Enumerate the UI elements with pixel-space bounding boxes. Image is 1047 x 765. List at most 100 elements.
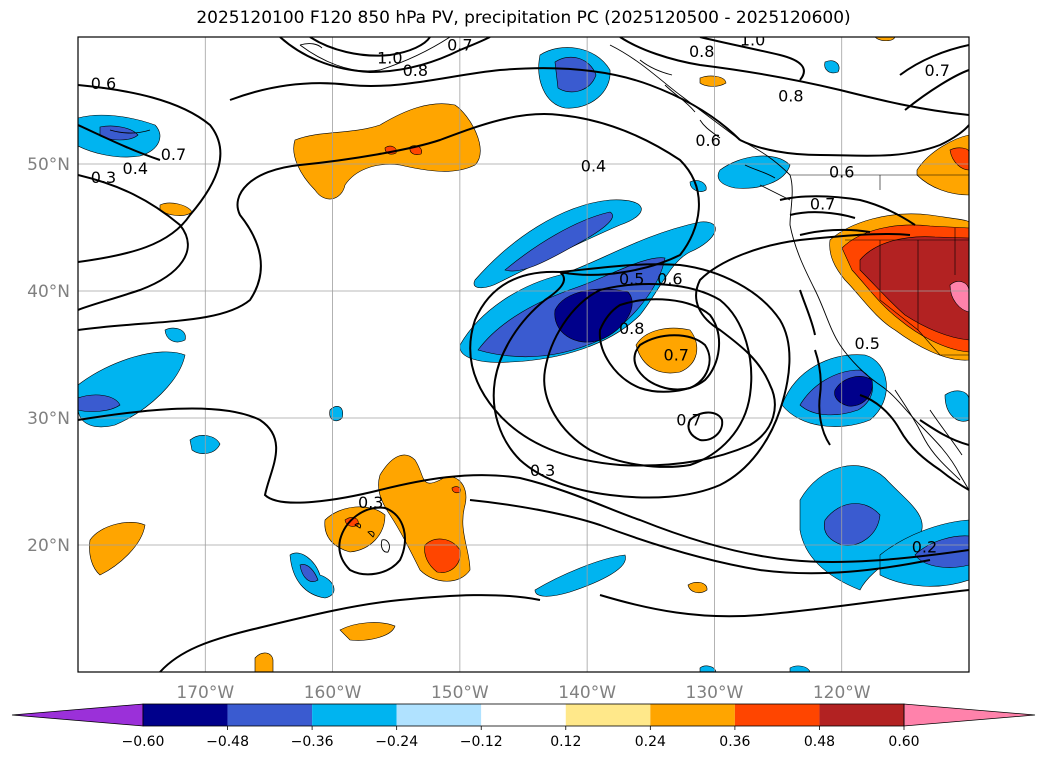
lon-tick-label: 150°W	[431, 683, 489, 703]
precip-negative-area	[534, 554, 626, 597]
precip-positive-area	[254, 652, 274, 672]
pv-contour	[789, 211, 856, 219]
pv-contour-label: 0.7	[161, 145, 186, 164]
precip-positive-area	[687, 581, 708, 594]
colorbar-segment	[819, 704, 904, 726]
pv-contour	[859, 394, 969, 491]
colorbar-tick-label: −0.48	[206, 734, 249, 750]
colorbar-tick-label: 0.36	[719, 734, 750, 750]
lon-tick-label: 120°W	[813, 683, 871, 703]
precip-positive-area	[949, 147, 969, 171]
lat-tick-label: 40°N	[27, 282, 70, 302]
pv-contour-label: 0.5	[854, 334, 879, 353]
pv-contour-label: 0.8	[619, 319, 644, 338]
colorbar-segment	[565, 704, 651, 726]
pv-contour-label: 0.3	[530, 461, 555, 480]
pv-contour-label: 0.4	[123, 159, 148, 178]
pv-contour-label: 0.3	[91, 168, 116, 187]
precip-negative-area	[824, 60, 840, 74]
precip-negative-area	[699, 665, 717, 672]
pv-contour-label: 0.4	[581, 156, 606, 175]
precip-positive-area	[699, 75, 727, 87]
pv-contour-label: 0.8	[403, 61, 428, 80]
pv-contour	[279, 37, 491, 74]
pv-contour-labels: 0.60.3 0.40.71.00.80.70.40.80.60.80.60.71…	[91, 31, 950, 556]
hawaii-islands	[354, 523, 390, 553]
precip-negative-area	[299, 564, 319, 582]
latitude-labels: 20°N 30°N 40°N 50°N	[27, 155, 70, 556]
lon-tick-label: 160°W	[304, 683, 362, 703]
colorbar-tick-label: 0.12	[550, 734, 581, 750]
pv-contour-label: 0.7	[676, 410, 701, 429]
pv-contour	[159, 499, 969, 672]
map-frame	[77, 36, 970, 673]
pv-contour	[687, 411, 724, 442]
precip-negative-area	[504, 211, 613, 272]
precipitation-fills	[78, 37, 969, 672]
colorbar-segment	[227, 704, 313, 726]
pv-contour	[619, 37, 969, 116]
pv-contour	[78, 113, 911, 467]
pv-contour	[633, 334, 711, 391]
pv-contours	[78, 37, 969, 672]
colorbar-segment	[734, 704, 820, 726]
pv-contour-label: 0.7	[810, 194, 835, 213]
colorbar-tick-label: 0.24	[635, 734, 666, 750]
lat-tick-label: 30°N	[27, 409, 70, 429]
colorbar-tick-label: −0.12	[460, 734, 503, 750]
pv-contour-label: 0.6	[829, 163, 854, 182]
pv-contour	[78, 407, 969, 563]
precip-positive-area	[859, 236, 969, 341]
colorbar-segment	[396, 704, 482, 726]
precip-negative-area	[834, 376, 873, 407]
pv-contour-label: 0.8	[778, 87, 803, 106]
precip-negative-area	[554, 56, 597, 93]
colorbar-segment	[650, 704, 735, 726]
pv-contour	[799, 228, 871, 236]
colorbar-tick-label: 0.60	[888, 734, 919, 750]
longitude-labels: 170°W 160°W 150°W 140°W 130°W 120°W	[176, 683, 870, 703]
precip-negative-area	[944, 390, 969, 422]
coastline-baja	[894, 389, 963, 481]
colorbar-frame	[142, 703, 905, 727]
colorbar-segment	[312, 704, 397, 726]
pv-contour	[492, 263, 791, 499]
precip-positive-area	[949, 281, 969, 313]
pv-contour-label: 1.0	[740, 31, 765, 50]
precip-negative-area	[78, 394, 121, 412]
map-title: 2025120100 F120 850 hPa PV, precipitatio…	[196, 8, 851, 28]
pv-contour-label: 0.6	[91, 74, 116, 93]
pv-contour-label: 0.7	[447, 36, 472, 55]
pv-contour	[543, 283, 753, 468]
precip-negative-area	[689, 180, 707, 192]
pv-contour-label: 0.7	[924, 61, 949, 80]
pv-contour-label: 0.6	[695, 131, 720, 150]
lon-tick-label: 140°W	[558, 683, 616, 703]
pv-contour-label: 0.6	[657, 269, 682, 288]
precip-positive-area	[424, 538, 461, 573]
pv-contour	[78, 84, 222, 263]
pv-contour	[309, 37, 431, 57]
precip-positive-area	[339, 622, 396, 641]
pv-contour-label: 0.3	[358, 493, 383, 512]
pv-contour	[78, 124, 161, 161]
precip-negative-area	[789, 665, 811, 672]
pv-contour	[799, 289, 831, 446]
colorbar-extend-max	[903, 703, 1036, 727]
colorbar-tick-label: 0.48	[804, 734, 835, 750]
pv-contour	[739, 124, 969, 157]
pv-contour-label: 0.5	[619, 269, 644, 288]
precip-negative-area	[823, 503, 881, 546]
precip-negative-area	[329, 406, 343, 422]
precip-negative-area	[554, 288, 633, 343]
colorbar-tick-label: −0.24	[375, 734, 418, 750]
lon-tick-label: 170°W	[176, 683, 234, 703]
colorbar-segment	[143, 704, 228, 726]
precip-negative-area	[164, 327, 186, 343]
lon-tick-label: 130°W	[686, 683, 744, 703]
pv-contour-label: 0.7	[664, 346, 689, 365]
pv-contour	[229, 67, 741, 141]
pv-contour	[779, 195, 916, 226]
colorbar-segment	[481, 704, 566, 726]
